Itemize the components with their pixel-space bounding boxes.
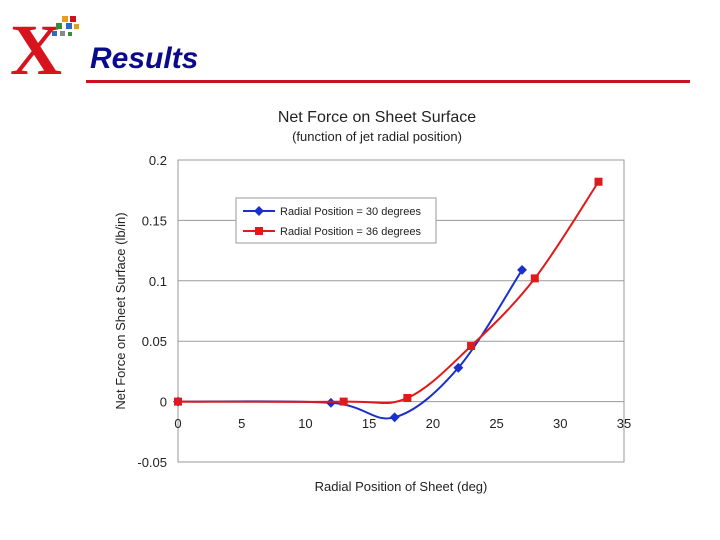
y-tick-label-4: 0.15	[142, 213, 167, 228]
chart-subtitle: (function of jet radial position)	[292, 129, 462, 144]
series-2-point-3	[467, 342, 476, 351]
legend-marker-series-2	[255, 227, 263, 235]
y-axis-label: Net Force on Sheet Surface (lb/in)	[113, 212, 128, 409]
logo-pixel-cluster-icon	[52, 16, 79, 36]
logo-letter: X	[10, 12, 62, 78]
y-tick-label-0: -0.05	[137, 455, 167, 470]
x-tick-label-3: 15	[362, 416, 376, 431]
y-tick-label-3: 0.1	[149, 274, 167, 289]
xerox-logo: X	[10, 12, 79, 78]
legend-label-series-2: Radial Position = 36 degrees	[280, 226, 421, 238]
plot-area-border	[177, 159, 625, 463]
x-tick-label-5: 25	[489, 416, 503, 431]
legend-label-series-1: Radial Position = 30 degrees	[280, 206, 421, 218]
legend-marker-series-1	[254, 206, 264, 216]
x-tick-label-7: 35	[617, 416, 631, 431]
slide-title: Results	[90, 42, 199, 75]
y-tick-label-1: 0	[160, 395, 167, 410]
legend: Radial Position = 30 degrees Radial Posi…	[235, 197, 437, 244]
chart-title: Net Force on Sheet Surface	[278, 109, 476, 126]
series-1-point-3	[453, 362, 464, 373]
x-tick-label-4: 20	[426, 416, 440, 431]
legend-box	[235, 197, 437, 244]
x-tick-label-1: 5	[238, 416, 245, 431]
x-axis-label: Radial Position of Sheet (deg)	[315, 479, 488, 494]
title-rule	[86, 80, 690, 83]
series-2-point-1	[339, 397, 348, 406]
y-tick-label-5: 0.2	[149, 153, 167, 168]
series-1-point-1	[325, 397, 336, 408]
series-1-point-2	[389, 412, 400, 423]
x-tick-label-2: 10	[298, 416, 312, 431]
series-2-point-2	[403, 393, 412, 402]
x-tick-label-0: 0	[174, 416, 181, 431]
series-1-point-4	[517, 264, 528, 275]
series-2-point-0	[174, 397, 182, 406]
series-line-2	[177, 181, 600, 405]
x-tick-label-6: 30	[553, 416, 567, 431]
series-2-point-4	[530, 274, 539, 283]
series-2-point-5	[594, 177, 603, 186]
y-tick-label-2: 0.05	[142, 334, 167, 349]
